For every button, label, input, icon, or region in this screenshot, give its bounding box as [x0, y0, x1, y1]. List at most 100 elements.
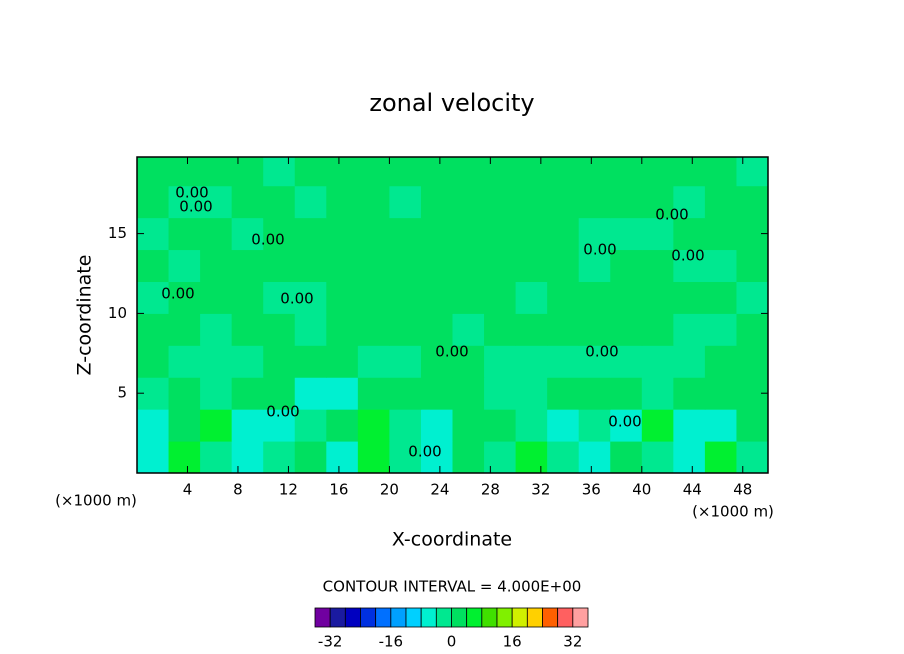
contour-cell: [137, 281, 170, 314]
contour-cell: [515, 313, 548, 346]
contour-cell: [294, 441, 327, 474]
contour-cell: [420, 377, 453, 410]
colorbar-box: [496, 607, 513, 628]
contour-cell: [200, 249, 233, 282]
contour-cell: [326, 157, 359, 187]
contour-cell: [641, 377, 674, 410]
contour-cell: [294, 185, 327, 219]
contour-cell: [168, 249, 201, 282]
contour-cell: [547, 281, 580, 314]
contour-cell: [168, 345, 201, 378]
contour-cell: [200, 409, 233, 442]
contour-cell: [231, 377, 264, 410]
contour-cell: [515, 249, 548, 282]
contour-label: 0.00: [280, 290, 313, 308]
contour-cell: [452, 281, 485, 314]
colorbar-box: [481, 607, 498, 628]
contour-cell: [420, 217, 453, 251]
contour-label: 0.00: [671, 247, 704, 265]
contour-cell: [547, 441, 580, 474]
contour-cell: [263, 345, 296, 378]
colorbar-box: [344, 607, 361, 628]
contour-cell: [673, 157, 706, 187]
contour-cell: [673, 281, 706, 314]
contour-cell: [263, 409, 296, 442]
contour-cell: [547, 185, 580, 219]
contour-cell: [736, 441, 769, 474]
contour-cell: [484, 345, 517, 378]
contour-cell: [452, 157, 485, 187]
contour-cell: [357, 185, 390, 219]
contour-cell: [452, 313, 485, 346]
contour-cell: [263, 157, 296, 187]
x-tick-label: 32: [531, 481, 550, 499]
contour-cell: [231, 345, 264, 378]
contour-cell: [452, 441, 485, 474]
contour-cell: [736, 281, 769, 314]
contour-cell: [484, 409, 517, 442]
contour-cell: [200, 313, 233, 346]
contour-cell: [610, 217, 643, 251]
contour-cell: [641, 157, 674, 187]
colorbar-box: [526, 607, 543, 628]
colorbar-tick-label: 0: [447, 633, 457, 651]
contour-cell: [294, 249, 327, 282]
contour-cell: [420, 157, 453, 187]
colorbar-box: [466, 607, 483, 628]
colorbar-tick-label: -16: [379, 633, 404, 651]
contour-cell: [389, 409, 422, 442]
contour-label: 0.00: [585, 343, 618, 361]
contour-cell: [673, 185, 706, 219]
y-unit-label: (×1000 m): [55, 492, 137, 510]
contour-cell: [168, 157, 201, 187]
contour-cell: [357, 441, 390, 474]
contour-cell: [231, 157, 264, 187]
contour-cell: [420, 185, 453, 219]
contour-cell: [736, 409, 769, 442]
colorbar-box: [405, 607, 422, 628]
colorbar-box: [390, 607, 407, 628]
contour-label: 0.00: [408, 443, 441, 461]
colorbar-box: [557, 607, 574, 628]
contour-cell: [515, 157, 548, 187]
contour-cell: [326, 313, 359, 346]
contour-cell: [736, 313, 769, 346]
contour-cell: [641, 345, 674, 378]
contour-cell: [578, 157, 611, 187]
contour-cell: [704, 441, 737, 474]
x-tick-label: 40: [632, 481, 651, 499]
contour-cell: [484, 157, 517, 187]
contour-cell: [200, 281, 233, 314]
contour-cell: [515, 441, 548, 474]
contour-cell: [326, 345, 359, 378]
contour-cell: [137, 157, 170, 187]
contour-cell: [515, 377, 548, 410]
contour-cell: [578, 185, 611, 219]
x-tick-label: 36: [582, 481, 601, 499]
contour-cell: [357, 313, 390, 346]
contour-cell: [294, 217, 327, 251]
contour-cell: [484, 249, 517, 282]
contour-cell: [452, 377, 485, 410]
contour-cell: [263, 441, 296, 474]
contour-cell: [137, 345, 170, 378]
contour-cell: [578, 441, 611, 474]
contour-cell: [704, 249, 737, 282]
contour-cell: [263, 217, 296, 251]
contour-cell: [231, 313, 264, 346]
contour-cell: [294, 409, 327, 442]
contour-cell: [673, 377, 706, 410]
colorbar-box: [420, 607, 437, 628]
colorbar-box: [451, 607, 468, 628]
contour-cell: [641, 185, 674, 219]
contour-cell: [389, 441, 422, 474]
contour-cell: [168, 281, 201, 314]
contour-cell: [578, 217, 611, 251]
contour-cell: [515, 281, 548, 314]
contour-cell: [704, 345, 737, 378]
contour-cell: [389, 281, 422, 314]
contour-cell: [484, 441, 517, 474]
contour-cell: [326, 281, 359, 314]
x-tick-label: 8: [233, 481, 243, 499]
contour-cell: [420, 249, 453, 282]
